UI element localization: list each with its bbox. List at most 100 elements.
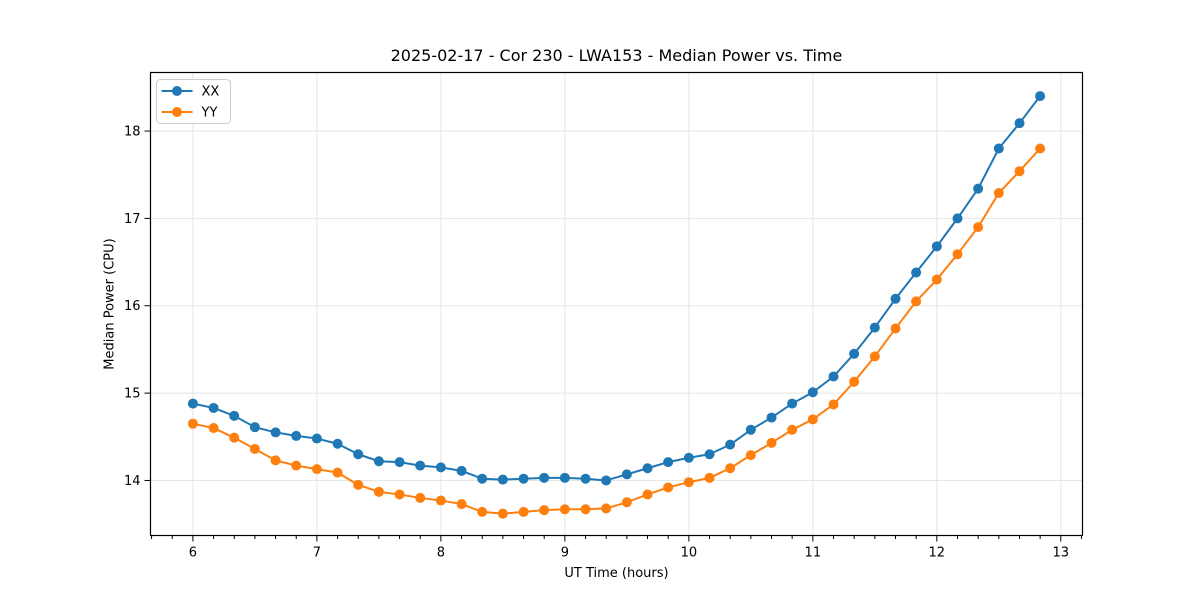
data-point-marker (1014, 118, 1025, 129)
x-tick-label: 10 (681, 546, 698, 561)
x-tick-label: 11 (805, 546, 822, 561)
data-point-marker (849, 376, 860, 387)
series-line (191, 95, 1042, 482)
data-point-marker (229, 410, 240, 421)
data-point-marker (539, 472, 550, 483)
data-point-marker (394, 457, 405, 468)
y-tick-label: 14 (124, 474, 141, 489)
data-point-marker (1014, 166, 1025, 177)
data-point-marker (435, 495, 446, 506)
data-point-marker (249, 422, 260, 433)
data-point-marker (952, 249, 963, 260)
series-xx (187, 91, 1046, 486)
data-point-marker (1035, 143, 1046, 154)
data-point-marker (187, 418, 198, 429)
x-tick-label: 13 (1053, 546, 1070, 561)
data-point-marker (663, 457, 674, 468)
data-point-marker (559, 472, 570, 483)
y-tick-label: 17 (124, 212, 141, 227)
data-point-marker (353, 449, 364, 460)
data-point-marker (208, 423, 219, 434)
data-point-marker (745, 424, 756, 435)
data-point-marker (766, 412, 777, 423)
y-tick-label: 18 (124, 125, 141, 140)
data-point-marker (373, 456, 384, 467)
data-point-marker (807, 387, 818, 398)
data-point-marker (807, 414, 818, 425)
data-point-marker (704, 449, 715, 460)
data-point-marker (663, 482, 674, 493)
data-point-marker (353, 479, 364, 490)
series-line (191, 147, 1042, 515)
plot-frame (149, 71, 1084, 537)
data-point-marker (415, 460, 426, 471)
data-point-marker (477, 506, 488, 517)
data-point-marker (973, 222, 984, 233)
data-point-marker (187, 398, 198, 409)
data-point-marker (931, 274, 942, 285)
data-point-marker (601, 503, 612, 514)
data-point-marker (787, 424, 798, 435)
data-point-marker (477, 473, 488, 484)
data-point-marker (456, 465, 467, 476)
y-tick-label: 15 (124, 387, 141, 402)
x-tick-label: 12 (929, 546, 946, 561)
y-axis: 14 15 16 17 18 (124, 125, 151, 489)
gridlines (150, 72, 1083, 536)
data-point-marker (291, 430, 302, 441)
legend: XX YY (156, 79, 231, 124)
legend-marker (172, 107, 182, 117)
x-tick-label: 7 (313, 546, 321, 561)
data-point-marker (973, 183, 984, 194)
data-point-marker (849, 348, 860, 359)
data-point-marker (559, 504, 570, 515)
legend-label: YY (201, 106, 218, 121)
data-point-marker (539, 505, 550, 516)
data-point-marker (249, 444, 260, 455)
data-point-marker (580, 473, 591, 484)
data-point-marker (621, 497, 632, 508)
data-point-marker (911, 267, 922, 278)
data-point-marker (828, 371, 839, 382)
data-point-marker (229, 432, 240, 443)
data-point-marker (952, 213, 963, 224)
data-point-marker (683, 477, 694, 488)
x-tick-label: 6 (189, 546, 197, 561)
x-axis-label: UT Time (hours) (564, 566, 669, 581)
data-point-marker (621, 469, 632, 480)
data-point-marker (291, 460, 302, 471)
data-point-marker (394, 489, 405, 500)
data-point-marker (828, 399, 839, 410)
series-yy (187, 143, 1046, 519)
data-point-marker (518, 473, 529, 484)
data-point-marker (497, 474, 508, 485)
data-point-marker (683, 452, 694, 463)
data-point-marker (332, 467, 343, 478)
data-point-marker (456, 499, 467, 510)
data-point-marker (787, 398, 798, 409)
data-point-marker (435, 462, 446, 473)
data-point-marker (993, 143, 1004, 154)
data-point-marker (745, 450, 756, 461)
data-point-marker (601, 475, 612, 486)
data-point-marker (208, 402, 219, 413)
x-tick-label: 9 (561, 546, 569, 561)
legend-box (156, 79, 231, 124)
data-point-marker (332, 438, 343, 449)
data-point-marker (890, 293, 901, 304)
data-point-marker (270, 427, 281, 438)
data-point-marker (311, 464, 322, 475)
data-point-marker (993, 188, 1004, 199)
data-point-marker (415, 492, 426, 503)
data-point-marker (869, 351, 880, 362)
data-point-marker (642, 489, 653, 500)
y-axis-label: Median Power (CPU) (102, 238, 118, 370)
y-tick-label: 16 (124, 299, 141, 314)
data-point-marker (890, 323, 901, 334)
data-point-marker (1035, 91, 1046, 102)
legend-marker (172, 86, 182, 96)
data-point-marker (642, 463, 653, 474)
data-point-marker (911, 296, 922, 307)
